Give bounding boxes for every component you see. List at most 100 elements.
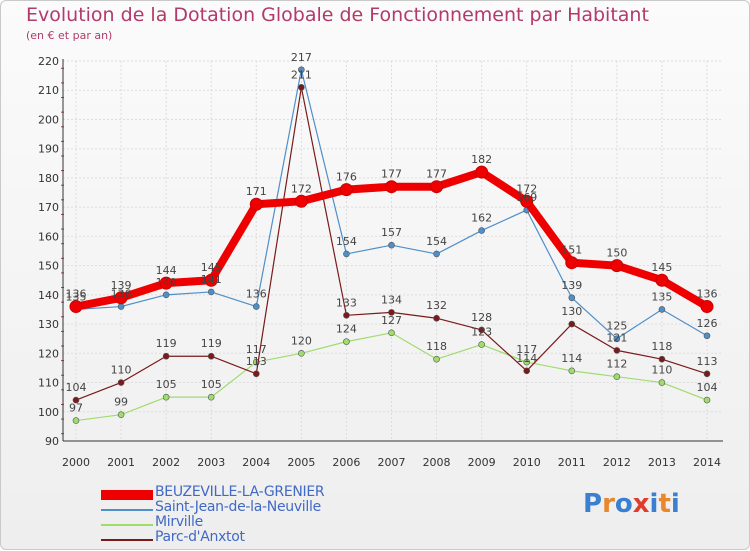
logo-letter: x — [632, 489, 650, 519]
data-point — [658, 379, 666, 386]
data-point — [343, 312, 350, 319]
logo-letter: P — [583, 489, 603, 519]
x-tick-label: 2014 — [693, 456, 721, 469]
data-label: 117 — [516, 343, 537, 356]
data-label: 141 — [201, 273, 222, 286]
logo-letter: r — [602, 489, 615, 519]
data-label: 130 — [561, 305, 582, 318]
x-tick-label: 2004 — [242, 456, 270, 469]
x-tick-label: 2001 — [107, 456, 135, 469]
logo-letter: i — [649, 489, 659, 519]
y-tick-label: 160 — [38, 230, 59, 243]
x-tick-label: 2000 — [62, 456, 90, 469]
data-point — [613, 373, 621, 380]
data-label: 97 — [69, 402, 83, 415]
data-point — [252, 303, 260, 310]
data-label: 176 — [336, 171, 357, 184]
data-label: 133 — [336, 296, 357, 309]
data-point — [159, 276, 173, 290]
data-point — [565, 256, 579, 270]
data-label: 145 — [651, 261, 672, 274]
data-point — [117, 303, 125, 310]
data-label: 125 — [606, 320, 627, 333]
data-label: 114 — [516, 352, 537, 365]
chart-title: Evolution de la Dotation Globale de Fonc… — [26, 4, 649, 26]
data-label: 177 — [381, 168, 402, 181]
data-point — [523, 367, 531, 375]
data-label: 121 — [606, 331, 627, 344]
data-point — [430, 180, 444, 194]
data-point — [114, 291, 128, 305]
x-tick-label: 2013 — [648, 456, 676, 469]
data-point — [207, 393, 215, 401]
proxiti-logo: Proxiti — [583, 489, 680, 519]
logo-letter: i — [670, 489, 680, 519]
y-tick-label: 90 — [45, 435, 59, 448]
legend-label-parc-danxtot: Parc-d'Anxtot — [155, 529, 245, 545]
data-label: 127 — [381, 314, 402, 327]
data-point — [249, 197, 263, 211]
y-tick-label: 100 — [38, 406, 59, 419]
data-label: 113 — [697, 355, 718, 368]
data-label: 118 — [651, 340, 672, 353]
x-tick-label: 2012 — [603, 456, 631, 469]
data-label: 151 — [561, 244, 582, 257]
x-tick-label: 2010 — [513, 456, 541, 469]
data-point — [700, 300, 714, 314]
data-point — [655, 273, 669, 287]
data-label: 136 — [246, 288, 267, 301]
data-point — [523, 358, 531, 366]
data-label: 104 — [66, 381, 87, 394]
data-label: 110 — [111, 364, 132, 377]
y-tick-label: 190 — [38, 143, 59, 156]
x-tick-label: 2005 — [287, 456, 315, 469]
data-label: 211 — [291, 68, 312, 81]
data-label: 119 — [156, 337, 177, 350]
data-point — [298, 84, 305, 91]
data-label: 169 — [516, 191, 537, 204]
data-label: 154 — [336, 235, 357, 248]
data-label: 110 — [651, 364, 672, 377]
y-tick-label: 200 — [38, 113, 59, 126]
data-point — [703, 370, 711, 378]
x-tick-label: 2003 — [197, 456, 225, 469]
data-label: 139 — [561, 279, 582, 292]
data-label: 217 — [291, 51, 312, 64]
data-point — [117, 379, 125, 386]
logo-letter: o — [614, 489, 633, 519]
data-label: 177 — [426, 168, 447, 181]
data-point — [610, 259, 624, 273]
data-label: 172 — [291, 182, 312, 195]
y-tick-label: 110 — [38, 377, 59, 390]
data-point — [613, 335, 621, 342]
data-point — [343, 338, 350, 345]
y-tick-label: 150 — [38, 260, 59, 273]
data-label: 150 — [606, 247, 627, 260]
data-point — [433, 314, 440, 322]
data-label: 132 — [426, 299, 447, 312]
y-tick-label: 120 — [38, 347, 59, 360]
legend-swatch-saint-jean — [101, 509, 153, 511]
y-tick-label: 140 — [38, 289, 59, 302]
x-tick-label: 2002 — [152, 456, 180, 469]
data-point — [162, 352, 170, 360]
data-point — [69, 300, 83, 314]
data-point — [204, 273, 218, 287]
data-label: 104 — [697, 381, 718, 394]
data-point — [207, 352, 215, 360]
logo-letter: t — [658, 489, 671, 519]
data-point — [117, 411, 125, 418]
y-tick-label: 170 — [38, 201, 59, 214]
data-point — [568, 320, 576, 328]
x-tick-label: 2007 — [378, 456, 406, 469]
data-point — [433, 250, 440, 258]
x-tick-label: 2011 — [558, 456, 586, 469]
data-point — [475, 165, 489, 179]
data-label: 136 — [697, 288, 718, 301]
data-point — [703, 332, 711, 340]
data-point — [478, 227, 485, 234]
data-label: 157 — [381, 226, 402, 239]
y-tick-label: 220 — [38, 55, 59, 68]
